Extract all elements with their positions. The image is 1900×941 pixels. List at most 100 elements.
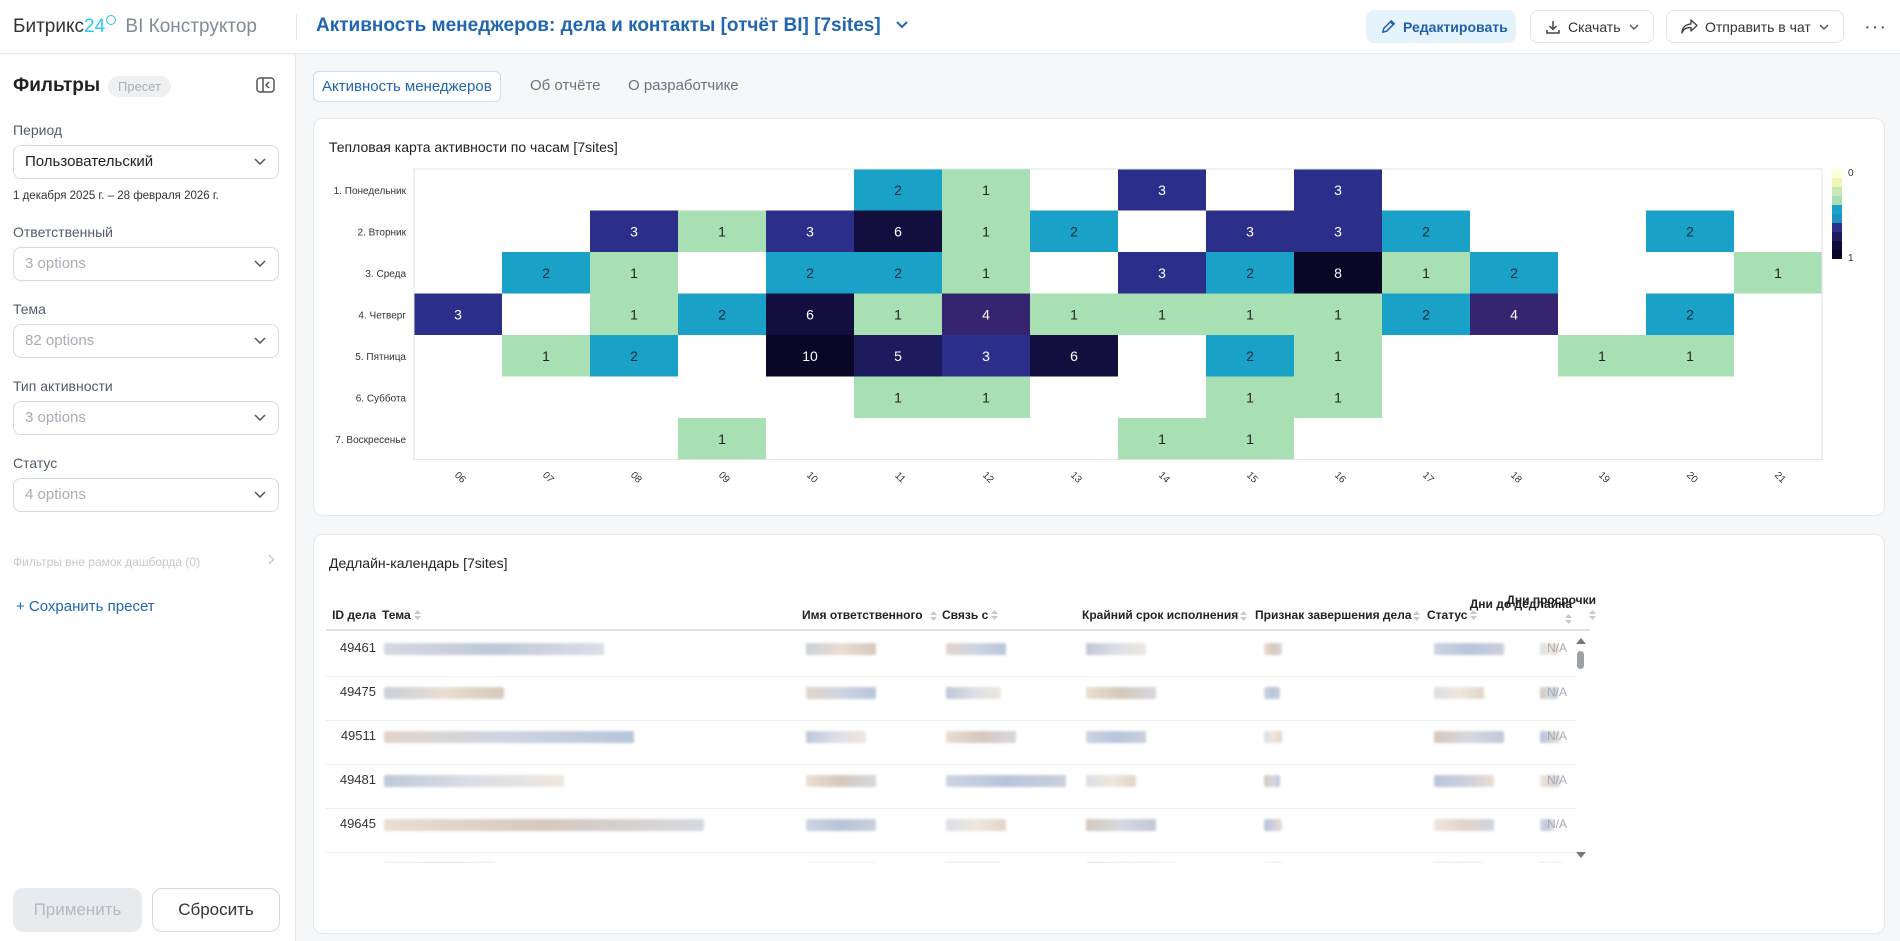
col-overdue-days[interactable]: Дни просрочки <box>1506 593 1596 623</box>
heatmap-cell[interactable] <box>1206 210 1294 253</box>
outside-filters-label: Фильтры вне рамок дашборда (0) <box>13 555 201 569</box>
heatmap-cell[interactable] <box>1206 335 1294 377</box>
redacted-cell <box>1264 643 1282 655</box>
heatmap-cell[interactable] <box>414 293 502 336</box>
heatmap-cell[interactable] <box>854 210 942 253</box>
heatmap-cell[interactable] <box>502 252 590 294</box>
heatmap-cell[interactable] <box>1294 293 1382 336</box>
responsible-select[interactable]: 3 options <box>13 247 279 281</box>
heatmap-cell[interactable] <box>502 335 590 377</box>
table-row[interactable]: 49481 N/A <box>326 765 1576 809</box>
tab-about-report[interactable]: Об отчёте <box>530 77 601 94</box>
edit-button[interactable]: Редактировать <box>1366 10 1516 43</box>
heatmap-cell[interactable] <box>1294 376 1382 419</box>
heatmap-cell[interactable] <box>1294 169 1382 211</box>
heatmap-cell[interactable] <box>590 293 678 336</box>
preset-badge[interactable]: Пресет <box>108 76 172 97</box>
table-scrollbar[interactable] <box>1574 637 1586 859</box>
tab-manager-activity[interactable]: Активность менеджеров <box>313 71 501 102</box>
heatmap-cell[interactable] <box>1558 335 1646 377</box>
col-days-to-deadline[interactable]: Дни до дедлайна <box>1462 597 1572 627</box>
heatmap-cell[interactable] <box>1646 210 1734 253</box>
save-preset-link[interactable]: + Сохранить пресет <box>16 598 155 615</box>
heatmap-cell[interactable] <box>942 335 1030 377</box>
col-deadline[interactable]: Крайний срок исполнения <box>1082 608 1247 623</box>
col-id[interactable]: ID дела <box>332 608 376 622</box>
heatmap-cell[interactable] <box>1030 335 1118 377</box>
table-row[interactable]: 49475 N/A <box>326 677 1576 721</box>
heatmap-cell[interactable] <box>766 335 854 377</box>
table-row[interactable]: 49455 N/A <box>326 853 1576 863</box>
heatmap-cell[interactable] <box>854 335 942 377</box>
heatmap-cell[interactable] <box>1470 293 1558 336</box>
heatmap-cell[interactable] <box>854 252 942 294</box>
heatmap-cell[interactable] <box>590 210 678 253</box>
heatmap-cell[interactable] <box>854 169 942 211</box>
heatmap-cell[interactable] <box>942 210 1030 253</box>
table-row[interactable]: 49461 N/A <box>326 633 1576 677</box>
heatmap-cell[interactable] <box>766 252 854 294</box>
heatmap-cell[interactable] <box>854 293 942 336</box>
heatmap-cell[interactable] <box>1294 335 1382 377</box>
heatmap-cell[interactable] <box>942 169 1030 211</box>
apply-button[interactable]: Применить <box>13 888 142 932</box>
heatmap-cell[interactable] <box>1118 418 1206 460</box>
heatmap-cell[interactable] <box>1382 252 1470 294</box>
heatmap-cell[interactable] <box>1030 293 1118 336</box>
col-topic[interactable]: Тема <box>382 608 852 623</box>
heatmap-cell[interactable] <box>1206 293 1294 336</box>
brand-logo[interactable]: Битрикс24 BI Конструктор <box>13 15 257 38</box>
heatmap-cell[interactable] <box>1734 252 1822 294</box>
period-select[interactable]: Пользовательский <box>13 145 279 179</box>
status-select[interactable]: 4 options <box>13 478 279 512</box>
heatmap-cell[interactable] <box>1206 418 1294 460</box>
heatmap-cell[interactable] <box>766 293 854 336</box>
activity-type-select[interactable]: 3 options <box>13 401 279 435</box>
heatmap-cell[interactable] <box>678 418 766 460</box>
tab-about-developer[interactable]: О разработчике <box>628 77 739 94</box>
heatmap-cell[interactable] <box>1294 210 1382 253</box>
table-row[interactable]: 49645 N/A <box>326 809 1576 853</box>
send-to-chat-button[interactable]: Отправить в чат <box>1666 10 1844 43</box>
redacted-cell <box>806 819 876 831</box>
heatmap-cell[interactable] <box>1470 252 1558 294</box>
heatmap-cell[interactable] <box>1118 293 1206 336</box>
heatmap-cell[interactable] <box>678 293 766 336</box>
outside-dashboard-filters[interactable]: Фильтры вне рамок дашборда (0) <box>13 554 279 569</box>
scroll-down-icon[interactable] <box>1575 851 1587 859</box>
collapse-sidebar-icon[interactable] <box>256 77 275 93</box>
heatmap-cell[interactable] <box>590 335 678 377</box>
heatmap-cell-label: 3 <box>630 223 638 239</box>
report-title-dropdown[interactable]: Активность менеджеров: дела и контакты [… <box>316 15 908 37</box>
col-completion-flag[interactable]: Признак завершения дела <box>1255 608 1420 623</box>
heatmap-cell[interactable] <box>1646 293 1734 336</box>
col-linked-with[interactable]: Связь с <box>942 608 1062 623</box>
heatmap-cell[interactable] <box>678 210 766 253</box>
heatmap-cell[interactable] <box>1118 169 1206 211</box>
heatmap-cell[interactable] <box>1294 252 1382 294</box>
heatmap-cell[interactable] <box>942 293 1030 336</box>
col-responsible[interactable]: Имя ответственного <box>802 608 937 623</box>
heatmap-cell[interactable] <box>854 376 942 419</box>
topic-select[interactable]: 82 options <box>13 324 279 358</box>
clock-icon <box>106 15 117 25</box>
heatmap-cell[interactable] <box>1382 210 1470 253</box>
heatmap-cell[interactable] <box>1206 376 1294 419</box>
heatmap-cell[interactable] <box>1206 252 1294 294</box>
heatmap-cell[interactable] <box>1646 335 1734 377</box>
table-row[interactable]: 49511 N/A <box>326 721 1576 765</box>
more-options-icon[interactable]: ··· <box>1864 16 1887 38</box>
chevron-down-icon <box>254 491 266 498</box>
heatmap-cell[interactable] <box>1118 252 1206 294</box>
scroll-up-icon[interactable] <box>1575 637 1587 645</box>
heatmap-cell[interactable] <box>1382 293 1470 336</box>
heatmap-cell[interactable] <box>766 210 854 253</box>
heatmap-cell[interactable] <box>942 376 1030 419</box>
heatmap-cell[interactable] <box>590 252 678 294</box>
col-status[interactable]: Статус <box>1427 608 1497 623</box>
reset-button[interactable]: Сбросить <box>152 888 280 932</box>
download-button[interactable]: Скачать <box>1530 10 1654 43</box>
heatmap-cell[interactable] <box>1030 210 1118 253</box>
heatmap-cell[interactable] <box>942 252 1030 294</box>
scroll-thumb[interactable] <box>1577 651 1584 669</box>
